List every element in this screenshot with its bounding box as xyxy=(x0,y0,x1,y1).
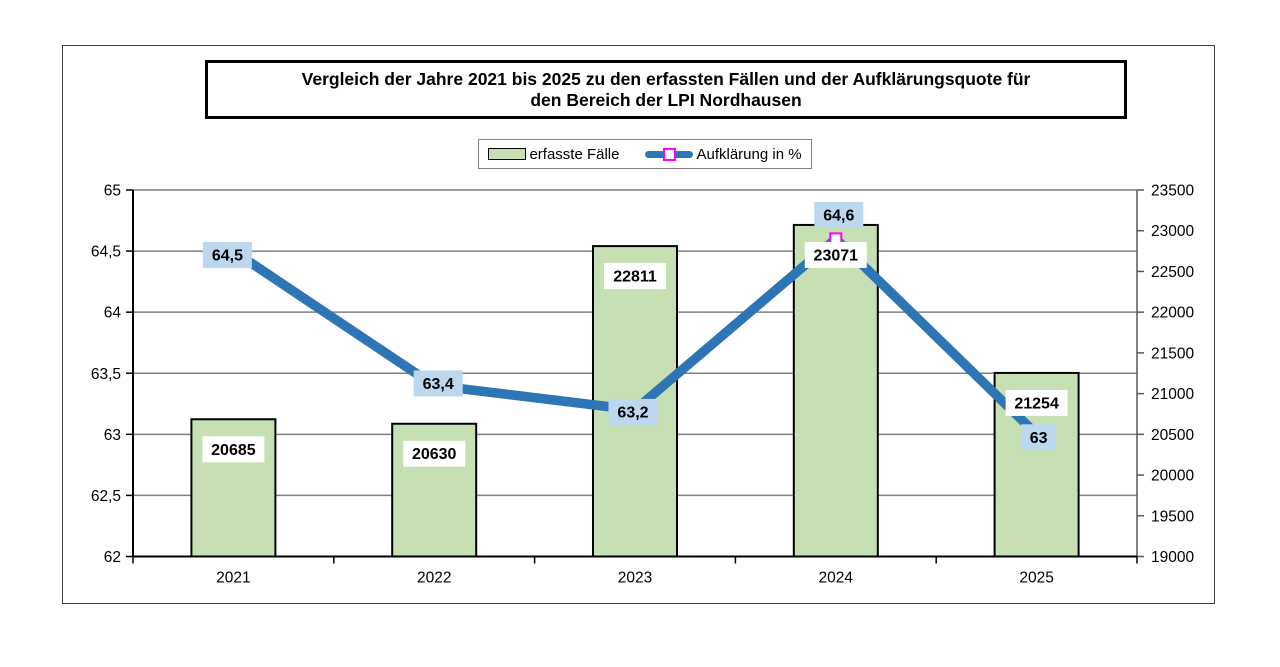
right-axis-tick-label: 23500 xyxy=(1151,183,1194,200)
x-axis-category-label: 2021 xyxy=(216,570,250,587)
right-axis-tick-label: 19000 xyxy=(1151,549,1194,566)
left-axis-tick-label: 62 xyxy=(104,549,121,566)
right-axis-tick-label: 23000 xyxy=(1151,223,1194,240)
right-axis-tick-label: 20500 xyxy=(1151,427,1194,444)
right-axis-tick-label: 21500 xyxy=(1151,345,1194,362)
right-axis-tick-label: 20000 xyxy=(1151,468,1194,485)
bar-value-label-box xyxy=(202,436,265,463)
line-value-label: 64,6 xyxy=(823,207,854,224)
chart-title: Vergleich der Jahre 2021 bis 2025 zu den… xyxy=(205,60,1127,119)
bar-value-label: 23071 xyxy=(814,247,859,264)
bar-value-label-box xyxy=(1005,389,1068,416)
legend-label-bars: erfasste Fälle xyxy=(529,145,620,163)
x-axis-category-label: 2022 xyxy=(417,570,451,587)
legend-item-bars: erfasste Fälle xyxy=(488,146,619,163)
left-axis-tick-label: 63,5 xyxy=(91,366,121,383)
line-value-label: 63,2 xyxy=(617,404,648,421)
legend-item-line: Aufklärung in % xyxy=(645,145,802,163)
right-axis-tick-label: 21000 xyxy=(1151,386,1194,403)
bar-value-label-box xyxy=(403,440,466,467)
line-swatch-icon xyxy=(645,147,694,161)
chart-title-line1: Vergleich der Jahre 2021 bis 2025 zu den… xyxy=(301,68,1031,89)
right-axis-tick-label: 19500 xyxy=(1151,508,1194,525)
bar xyxy=(792,223,879,558)
left-axis-tick-label: 64 xyxy=(104,305,122,322)
legend-label-line: Aufklärung in % xyxy=(696,145,802,163)
x-axis-category-label: 2025 xyxy=(1019,570,1053,587)
bar-value-label-box xyxy=(604,263,666,290)
line-value-label-box xyxy=(608,398,658,425)
line-value-label-box xyxy=(814,201,864,228)
bar-value-label: 22811 xyxy=(613,269,657,286)
line-value-label: 64,5 xyxy=(212,248,243,265)
bar-value-label: 21254 xyxy=(1014,395,1059,412)
bar-value-label-box xyxy=(804,241,867,268)
left-axis-tick-label: 62,5 xyxy=(91,488,121,505)
left-axis-tick-label: 64,5 xyxy=(91,244,121,261)
line-value-label: 63,4 xyxy=(423,376,454,393)
bar-swatch-icon xyxy=(488,148,527,160)
bar-value-label: 20685 xyxy=(211,442,256,459)
line-value-label: 63 xyxy=(1030,430,1048,447)
chart-title-line2: den Bereich der LPI Nordhausen xyxy=(530,89,802,110)
right-axis-tick-label: 22000 xyxy=(1151,305,1194,322)
x-axis-category-label: 2024 xyxy=(819,570,854,587)
left-axis-tick-label: 63 xyxy=(104,427,121,444)
right-axis-tick-label: 22500 xyxy=(1151,264,1194,281)
legend: erfasste Fälle Aufklärung in % xyxy=(478,139,812,169)
x-axis-category-label: 2023 xyxy=(618,570,652,587)
line-value-label-box xyxy=(413,370,463,397)
line-swatch-marker xyxy=(663,147,677,161)
line-value-label-box xyxy=(1021,424,1057,451)
left-axis-tick-label: 65 xyxy=(104,183,121,200)
line-value-label-box xyxy=(202,242,252,269)
bar-value-label: 20630 xyxy=(412,446,457,463)
